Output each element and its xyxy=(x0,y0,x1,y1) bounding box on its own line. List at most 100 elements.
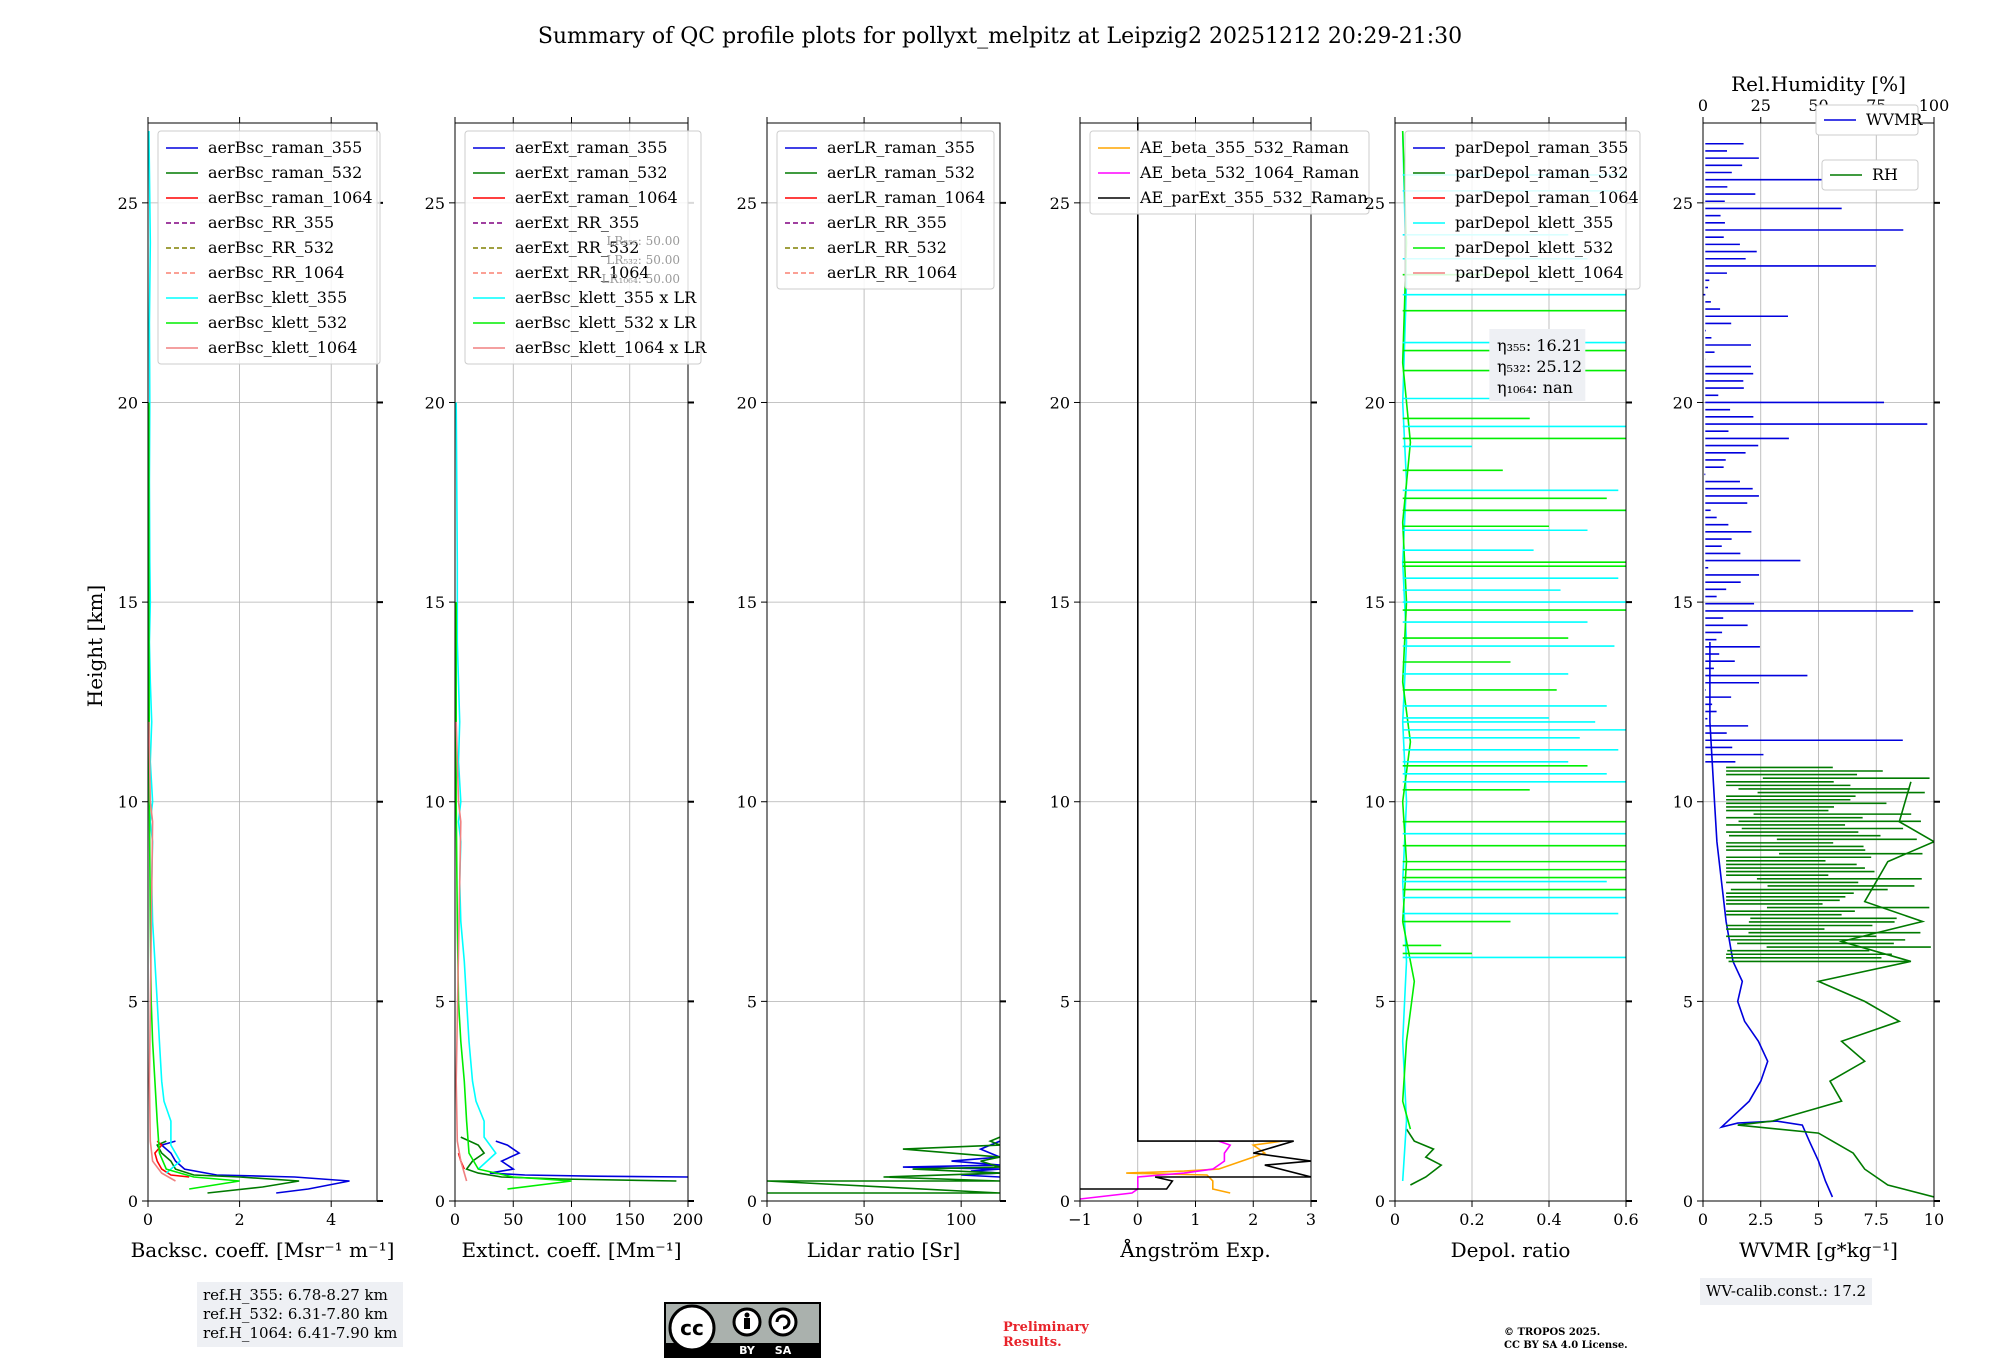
series-line-AE_beta_532_1064_Raman xyxy=(1080,1140,1232,1200)
x-tick-label: 10 xyxy=(1924,1210,1944,1229)
series-line-aerBsc_raman_532 xyxy=(156,1140,300,1194)
x-tick-label: 0 xyxy=(762,1210,772,1229)
y-tick-label: 20 xyxy=(1673,393,1693,412)
x-tick-label: 150 xyxy=(614,1210,645,1229)
legend-label: AE_parExt_355_532_Raman xyxy=(1139,188,1368,207)
y-tick-label: 20 xyxy=(118,393,138,412)
y-tick-label: 0 xyxy=(1375,1192,1385,1211)
x-tick-label: 100 xyxy=(946,1210,977,1229)
legend-label: RH xyxy=(1872,165,1898,184)
series-line-RH xyxy=(1737,781,1934,1198)
legend-label: aerBsc_RR_355 xyxy=(208,213,334,232)
legend-box xyxy=(776,130,995,290)
preliminary-line-1: Preliminary xyxy=(1003,1320,1089,1335)
legend-label: aerExt_RR_532 xyxy=(515,238,639,257)
y-tick-label: 15 xyxy=(425,593,445,612)
series-line-aerLR_raman_532 xyxy=(767,1136,1000,1194)
x-axis-label: Lidar ratio [Sr] xyxy=(807,1238,961,1262)
ref-height-532: ref.H_532: 6.31-7.80 km xyxy=(203,1305,388,1323)
legend-box xyxy=(157,130,381,365)
plot-area xyxy=(1080,123,1311,1200)
y-tick-label: 0 xyxy=(1060,1192,1070,1211)
x-axis-label: Ångström Exp. xyxy=(1119,1237,1270,1262)
legend-label: aerExt_RR_1064 xyxy=(515,263,650,282)
legend-label: parDepol_klett_355 xyxy=(1455,213,1613,232)
legend-box xyxy=(1404,130,1641,290)
legend-label: parDepol_klett_1064 xyxy=(1455,263,1624,282)
y-tick-label: 15 xyxy=(1050,593,1070,612)
legend-label: WVMR xyxy=(1866,110,1923,129)
y-tick-label: 10 xyxy=(118,793,138,812)
plot-area xyxy=(455,402,688,1190)
y-tick-label: 25 xyxy=(737,194,757,213)
x-axis-label: WVMR [g*kg⁻¹] xyxy=(1739,1238,1898,1262)
eta-box xyxy=(1489,329,1586,401)
y-tick-label: 10 xyxy=(1365,793,1385,812)
x-axis-label: Extinct. coeff. [Mm⁻¹] xyxy=(461,1238,681,1262)
x-tick-label: 0 xyxy=(1133,1210,1143,1229)
top-x-tick-label: 25 xyxy=(1751,96,1771,115)
y-tick-label: 0 xyxy=(1683,1192,1693,1211)
legend-label: aerLR_raman_532 xyxy=(827,163,975,182)
legend-label: aerBsc_klett_355 xyxy=(208,288,347,307)
x-tick-label: 50 xyxy=(503,1210,523,1229)
legend-label: aerLR_RR_532 xyxy=(827,238,947,257)
legend-label: aerExt_raman_1064 xyxy=(515,188,678,207)
series-line-parDepol_raman_532 xyxy=(1405,1128,1443,1186)
series-line-aerBsc_raman_355 xyxy=(160,1140,350,1194)
x-tick-label: 2.5 xyxy=(1748,1210,1773,1229)
legend-label: aerLR_RR_355 xyxy=(827,213,947,232)
x-tick-label: 0.6 xyxy=(1613,1210,1638,1229)
legend-label: aerBsc_raman_1064 xyxy=(208,188,373,207)
y-tick-label: 25 xyxy=(1673,194,1693,213)
legend-box-rh xyxy=(1821,159,1919,191)
ref-height-355: ref.H_355: 6.78-8.27 km xyxy=(203,1286,388,1304)
top-x-tick-label: 0 xyxy=(1698,96,1708,115)
series-line-aerExt_raman_532 xyxy=(460,1136,677,1182)
x-tick-label: 200 xyxy=(673,1210,704,1229)
panel-backscatter: 0 2 4 0 5 10 15 20 25 Backsc. coeff. [Msr⁻¹ m⁻¹] a… xyxy=(118,117,394,1262)
x-tick-label: 0.4 xyxy=(1536,1210,1561,1229)
axes-frame xyxy=(1394,122,1627,1202)
y-tick-label: 10 xyxy=(1050,793,1070,812)
cc-by-sa-badge: cc BY SA xyxy=(664,1302,821,1358)
y-tick-label: 25 xyxy=(1050,194,1070,213)
y-tick-label: 5 xyxy=(747,992,757,1011)
lr-annotation: LR₁₀₆₄: 50.00 xyxy=(602,272,680,286)
x-tick-label: 50 xyxy=(854,1210,874,1229)
ref-height-box: ref.H_355: 6.78-8.27 km ref.H_532: 6.31-… xyxy=(197,1282,404,1347)
y-tick-label: 20 xyxy=(1365,393,1385,412)
copyright-line-1: © TROPOS 2025. xyxy=(1504,1327,1601,1338)
y-tick-label: 15 xyxy=(737,593,757,612)
series-line-aerBsc_klett_532 xyxy=(148,402,240,1190)
legend-label: aerBsc_klett_355 x LR xyxy=(515,288,697,307)
legend-box-wvmr xyxy=(1815,104,1919,136)
legend-label: aerBsc_klett_1064 x LR xyxy=(515,338,707,357)
y-tick-label: 20 xyxy=(737,393,757,412)
x-tick-label: 0 xyxy=(1698,1210,1708,1229)
x-tick-label: 0 xyxy=(450,1210,460,1229)
x-tick-label: 1 xyxy=(1190,1210,1200,1229)
lr-annotation: LR₃₅₅: 50.00 xyxy=(606,234,680,248)
panel-extinction: 0 50 100 150 200 0 5 10 15 20 25 Extinct. coeff. [M… xyxy=(425,117,707,1262)
legend-box xyxy=(464,130,702,365)
series-line-aerBsc_klett_355 x LR xyxy=(455,402,497,1170)
x-tick-label: 7.5 xyxy=(1864,1210,1889,1229)
x-tick-label: 0 xyxy=(143,1210,153,1229)
x-tick-label: 3 xyxy=(1306,1210,1316,1229)
legend-label: parDepol_raman_355 xyxy=(1455,138,1628,157)
x-axis-label: Depol. ratio xyxy=(1451,1238,1571,1262)
y-tick-label: 5 xyxy=(128,992,138,1011)
legend-label: aerExt_RR_355 xyxy=(515,213,639,232)
plot-area xyxy=(767,1136,1000,1194)
legend-label: aerBsc_klett_1064 xyxy=(208,338,357,357)
cc-icon xyxy=(668,1304,716,1352)
by-label: BY xyxy=(739,1344,756,1357)
series-line-aerBsc_klett_1064 xyxy=(148,721,176,1182)
legend-label: aerLR_raman_1064 xyxy=(827,188,985,207)
x-tick-label: 5 xyxy=(1813,1210,1823,1229)
y-tick-label: 25 xyxy=(425,194,445,213)
series-line-parDepol_klett_532 xyxy=(1401,130,1416,1130)
